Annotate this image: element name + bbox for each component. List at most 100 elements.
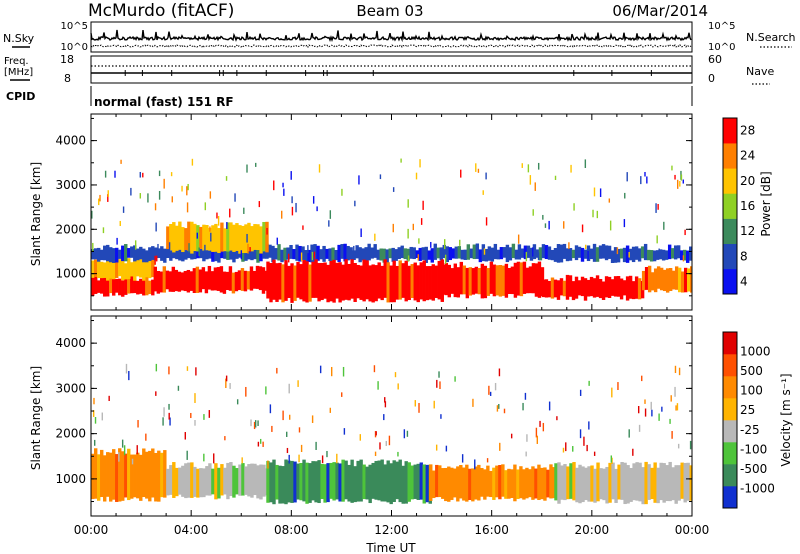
power-data-cell <box>232 224 236 252</box>
velocity-data-cell <box>275 464 279 500</box>
velocity-data-cell <box>543 467 547 501</box>
power-colorbar: 4 8 12 16 20 24 28 <box>722 117 755 295</box>
power-data-cell <box>376 249 380 260</box>
power-data-cell <box>537 261 542 298</box>
power-data-cell <box>478 249 483 263</box>
power-data-cell <box>361 248 365 261</box>
velocity-data-cell <box>151 448 155 498</box>
power-scatter-echo <box>210 232 212 242</box>
velocity-data-cell <box>329 462 333 499</box>
power-data-cell <box>311 261 315 298</box>
velocity-data-cell <box>311 461 315 501</box>
power-data-cell <box>168 271 173 292</box>
power-data-cell <box>181 244 185 262</box>
power-data-cell <box>199 226 203 249</box>
power-data-cell <box>589 276 594 297</box>
velocity-scatter-echo <box>253 421 256 430</box>
power-data-cell <box>121 245 125 262</box>
power-data-cell <box>183 270 188 292</box>
power-scatter-echo <box>407 228 409 239</box>
velocity-scatter-echo <box>131 458 134 465</box>
power-colorbar-tick: 16 <box>740 199 755 213</box>
power-data-cell <box>118 259 122 277</box>
power-scatter-echo <box>534 182 536 191</box>
power-data-cell <box>198 269 203 293</box>
power-data-cell <box>490 247 495 262</box>
power-data-cell <box>365 260 369 300</box>
power-data-cell <box>382 248 386 263</box>
velocity-scatter-echo <box>632 448 634 456</box>
velocity-scatter-echo <box>674 386 676 397</box>
velocity-scatter-echo <box>617 382 619 390</box>
power-data-cell <box>205 225 209 251</box>
power-data-cell <box>577 280 582 296</box>
power-data-cell <box>223 228 227 252</box>
power-data-cell <box>211 245 215 262</box>
power-data-cell <box>274 248 278 260</box>
velocity-scatter-echo <box>678 367 681 376</box>
power-scatter-echo <box>623 219 626 228</box>
velocity-data-cell <box>175 467 179 497</box>
velocity-data-cell <box>605 466 609 504</box>
power-data-cell <box>483 265 488 299</box>
velocity-data-cell <box>350 459 354 503</box>
velocity-scatter-echo <box>203 414 205 420</box>
power-data-cell <box>454 246 458 259</box>
power-data-cell <box>577 246 582 258</box>
power-scatter-echo <box>99 194 101 202</box>
search-noise-trace <box>90 43 692 49</box>
power-data-cell <box>223 248 227 259</box>
velocity-data-cell <box>581 466 585 503</box>
velocity-scatter-echo <box>671 431 673 439</box>
power-scatter-echo <box>282 182 284 188</box>
power-data-cell <box>661 249 666 261</box>
velocity-scatter-echo <box>641 375 643 382</box>
noise-left-tick-top: 10^5 <box>61 21 88 32</box>
velocity-scatter-echo <box>177 385 180 391</box>
velocity-data-cell <box>272 459 276 505</box>
power-data-cell <box>124 263 128 280</box>
power-scatter-echo <box>674 174 676 180</box>
power-data-cell <box>187 249 191 259</box>
power-data-cell <box>238 225 242 254</box>
power-data-cell <box>190 221 194 254</box>
velocity-scatter-echo <box>583 436 585 446</box>
velocity-scatter-echo <box>225 375 228 382</box>
power-data-cell <box>637 278 642 300</box>
power-scatter-echo <box>114 170 116 178</box>
power-data-cell <box>247 222 251 252</box>
velocity-colorbar-tick: 500 <box>740 364 763 378</box>
power-data-cell <box>343 243 347 262</box>
velocity-data-cell <box>513 464 517 502</box>
power-data-cell <box>434 265 438 298</box>
velocity-data-cell <box>410 465 414 500</box>
power-data-cell <box>456 267 461 298</box>
power-colorbar-tick: 8 <box>740 249 748 263</box>
power-data-cell <box>526 245 531 258</box>
power-data-cell <box>289 244 293 259</box>
velocity-scatter-echo <box>254 420 257 428</box>
power-data-cell <box>106 244 110 262</box>
power-scatter-echo <box>646 176 648 184</box>
velocity-data-cell <box>184 463 188 499</box>
velocity-scatter-echo <box>186 450 188 460</box>
power-data-cell <box>634 246 639 260</box>
velocity-data-cell <box>596 462 600 502</box>
velocity-data-cell <box>425 464 429 503</box>
power-data-cell <box>317 263 321 302</box>
power-scatter-echo <box>130 187 132 196</box>
velocity-scatter-echo <box>262 441 264 447</box>
power-scatter-echo <box>290 171 292 180</box>
velocity-data-cell <box>468 468 472 501</box>
velocity-data-cell <box>528 469 532 498</box>
power-data-cell <box>178 245 182 261</box>
velocity-scatter-echo <box>300 444 303 452</box>
velocity-scatter-echo <box>257 441 260 447</box>
power-data-cell <box>341 264 345 301</box>
velocity-data-cell <box>557 462 561 504</box>
power-data-cell <box>370 247 374 259</box>
time-tick-label: 12:00 <box>374 523 409 537</box>
velocity-data-cell <box>356 460 360 502</box>
power-data-cell <box>235 223 239 251</box>
power-data-cell <box>507 267 512 294</box>
